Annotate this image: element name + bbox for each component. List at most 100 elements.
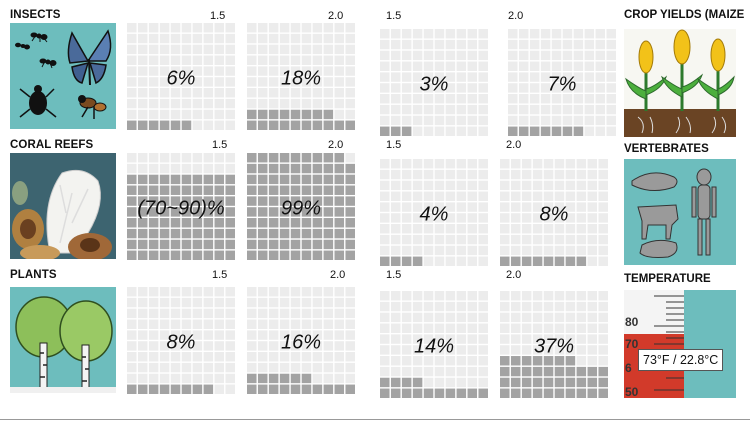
- waffle-cell: [268, 109, 279, 120]
- waffle-cell: [554, 256, 565, 266]
- waffle-cell: [203, 287, 214, 297]
- waffle-cell: [312, 384, 323, 394]
- waffle-cell: [401, 126, 412, 136]
- waffle-cell: [521, 169, 532, 180]
- waffle-cell: [508, 83, 518, 93]
- waffle-cell: [573, 39, 584, 50]
- waffle-cell: [554, 301, 565, 312]
- waffle-cell: [247, 228, 257, 239]
- waffle-cell: [540, 61, 551, 71]
- waffle-cell: [606, 94, 616, 104]
- waffle-cell: [137, 163, 148, 174]
- waffle-cell: [301, 308, 312, 319]
- waffle-cell: [181, 153, 192, 163]
- waffle-cell: [148, 109, 159, 120]
- waffle-cell: [434, 104, 445, 115]
- waffle-cell: [127, 250, 137, 260]
- waffle-cell: [529, 94, 540, 104]
- waffle-cell: [214, 120, 225, 130]
- waffle-cell: [573, 72, 584, 82]
- vertebrates-illustration: [624, 159, 736, 265]
- waffle-cell: [500, 169, 510, 180]
- waffle-cell: [127, 44, 137, 55]
- waffle-cell: [380, 180, 390, 191]
- waffle-cell: [127, 196, 137, 206]
- waffle-cell: [562, 61, 573, 71]
- waffle-cell: [412, 377, 423, 388]
- waffle-cell: [606, 115, 616, 126]
- waffle-cell: [214, 55, 225, 65]
- waffle-cell: [279, 352, 290, 362]
- waffle-cell: [401, 115, 412, 126]
- waffle-cell: [192, 66, 203, 76]
- plants-illustration: [10, 287, 116, 393]
- waffle-cell: [467, 39, 478, 50]
- waffle-cell: [445, 50, 456, 61]
- waffle-cell: [606, 126, 616, 136]
- waffle-cell: [181, 297, 192, 308]
- waffle-cell: [137, 196, 148, 206]
- waffle-cell: [456, 356, 467, 366]
- waffle-cell: [247, 341, 257, 351]
- waffle-cell: [257, 384, 268, 394]
- waffle-cell: [380, 356, 390, 366]
- waffle-cell: [576, 159, 587, 169]
- waffle-cell: [247, 373, 257, 384]
- waffle-cell: [401, 388, 412, 398]
- waffle-cell: [312, 287, 323, 297]
- percent-label-plants-1-5: 8%: [166, 331, 196, 353]
- waffle-cell: [467, 180, 478, 191]
- waffle-cell: [587, 159, 598, 169]
- waffle-cell: [214, 185, 225, 195]
- waffle-cell: [148, 44, 159, 55]
- waffle-cell: [478, 94, 488, 104]
- waffle-cell: [423, 388, 434, 398]
- waffle-cell: [159, 228, 170, 239]
- waffle-cell: [334, 218, 345, 228]
- waffle-cell: [247, 109, 257, 120]
- waffle-cell: [521, 159, 532, 169]
- waffle-cell: [159, 120, 170, 130]
- waffle-cell: [247, 352, 257, 362]
- waffle-cell: [181, 109, 192, 120]
- waffle-cell: [247, 250, 257, 260]
- waffle-cell: [181, 250, 192, 260]
- waffle-cell: [225, 55, 235, 65]
- waffle-cell: [148, 77, 159, 87]
- waffle-cell: [434, 356, 445, 366]
- waffle-cell: [510, 323, 521, 333]
- waffle-cell: [445, 245, 456, 256]
- waffle-cell: [214, 319, 225, 329]
- scenario-label-coral-reefs-2-0: 2.0: [328, 139, 344, 151]
- waffle-cell: [380, 323, 390, 333]
- waffle-cell: [279, 218, 290, 228]
- waffle-cell: [214, 174, 225, 185]
- waffle-cell: [423, 50, 434, 61]
- waffle-cell: [170, 287, 181, 297]
- waffle-cell: [598, 256, 608, 266]
- waffle-cell: [203, 207, 214, 217]
- waffle-cell: [192, 207, 203, 217]
- waffle-cell: [247, 330, 257, 340]
- waffle-cell: [345, 250, 355, 260]
- waffle-cell: [170, 297, 181, 308]
- waffle-cell: [456, 94, 467, 104]
- waffle-cell: [412, 366, 423, 377]
- scenario-label-insects-1-5: 1.5: [210, 10, 226, 22]
- waffle-cell: [312, 239, 323, 250]
- waffle-cell: [159, 352, 170, 362]
- waffle-cell: [181, 185, 192, 195]
- waffle-cell: [192, 373, 203, 384]
- percent-label-vertebrates-1-5: 4%: [419, 203, 449, 225]
- waffle-cell: [521, 180, 532, 191]
- waffle-cell: [170, 207, 181, 217]
- waffle-cell: [532, 213, 543, 223]
- waffle-cell: [434, 61, 445, 71]
- waffle-cell: [543, 356, 554, 366]
- waffle-cell: [584, 72, 595, 82]
- waffle-cell: [247, 185, 257, 195]
- waffle-cell: [587, 202, 598, 212]
- waffle-cell: [518, 50, 529, 61]
- waffle-cell: [257, 218, 268, 228]
- waffle-cell: [323, 352, 334, 362]
